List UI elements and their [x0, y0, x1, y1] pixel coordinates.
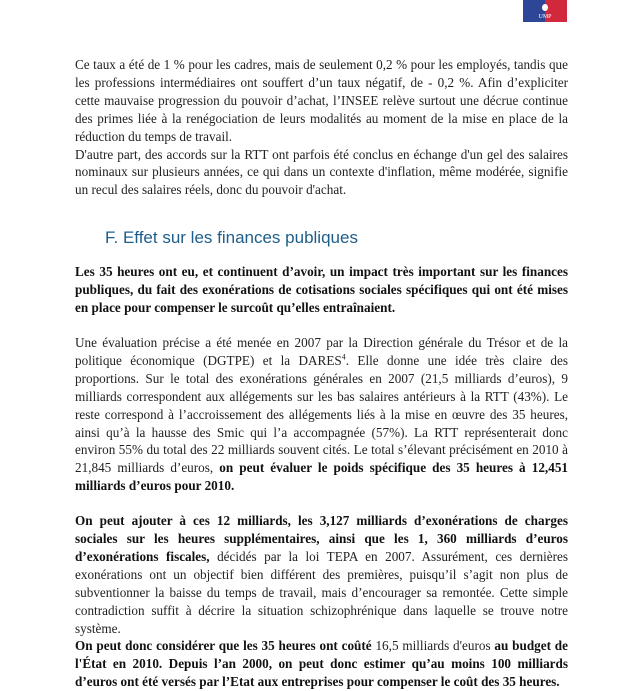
bold-text: On peut ajouter à ces 12 milliards, les … — [75, 513, 568, 564]
section-heading: F. Effet sur les finances publiques — [105, 228, 358, 248]
paragraph-tepa: On peut ajouter à ces 12 milliards, les … — [75, 512, 568, 637]
text: . Elle donne une idée très claire des pr… — [75, 352, 568, 476]
text: 16,5 milliards d'euros — [371, 638, 495, 654]
paragraph-purchasing-power: Ce taux a été de 1 % pour les cadres, ma… — [75, 57, 568, 144]
paragraph-evaluation: Une évaluation précise a été menée en 20… — [75, 334, 568, 495]
paragraph-rtt-agreements: D'autre part, des accords sur la RTT ont… — [75, 146, 568, 198]
text: Une évaluation précise a été menée en 20… — [75, 334, 568, 368]
logo-text: UMP — [538, 14, 552, 20]
bold-text: On peut donc considérer que les 35 heure… — [75, 638, 372, 654]
ump-logo: UMP — [523, 0, 567, 22]
bold-text: on peut évaluer le poids spécifique des … — [75, 460, 569, 494]
paragraph-impact-summary: Les 35 heures ont eu, et continuent d’av… — [75, 264, 568, 316]
footnote-ref[interactable]: 4 — [341, 352, 346, 362]
document-body: Ce taux a été de 1 % pour les cadres, ma… — [75, 56, 568, 691]
paragraph-conclusion: On peut donc considérer que les 35 heure… — [75, 637, 568, 691]
